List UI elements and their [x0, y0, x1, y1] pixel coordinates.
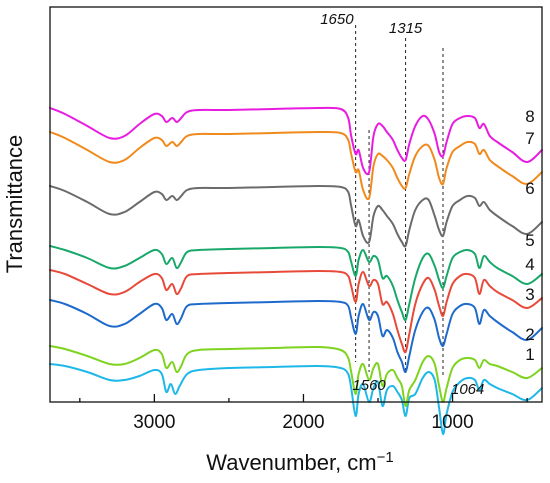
series-line-1 — [49, 363, 543, 436]
x-tick-label-3000: 3000 — [133, 412, 175, 433]
peak-label-1064: 1064 — [451, 381, 484, 398]
peak-label-1560: 1560 — [352, 377, 386, 394]
series-label-1: 1 — [525, 345, 534, 364]
x-axis-title: Wavenumber, cm−1 — [206, 449, 393, 475]
series-label-2: 2 — [525, 325, 534, 344]
x-tick-label-2000: 2000 — [282, 412, 324, 433]
x-axis-tick-labels: 3000 2000 1000 — [133, 412, 473, 433]
x-axis-title-superscript: −1 — [377, 449, 394, 466]
series-label-4: 4 — [525, 255, 534, 274]
series-line-5 — [49, 245, 543, 322]
series-line-6 — [49, 185, 543, 248]
series-line-4 — [49, 269, 543, 354]
series-label-8: 8 — [525, 107, 534, 126]
series-line-3 — [49, 299, 543, 374]
series-line-8 — [49, 106, 543, 176]
series-line-7 — [49, 130, 543, 201]
y-axis-title: Transmittance — [2, 135, 27, 274]
peak-label-1315: 1315 — [389, 20, 423, 37]
series-label-3: 3 — [525, 285, 534, 304]
series-label-7: 7 — [525, 129, 534, 148]
peak-label-1650: 1650 — [320, 11, 354, 28]
series-line-2 — [49, 345, 543, 408]
x-tick-label-1000: 1000 — [431, 412, 473, 433]
plot-frame — [49, 6, 543, 403]
peak-labels: 1650 1560 1315 1064 — [320, 11, 484, 398]
series-curves — [49, 106, 543, 436]
x-axis-ticks — [79, 394, 528, 402]
series-label-5: 5 — [525, 231, 534, 250]
series-label-6: 6 — [525, 179, 534, 198]
reference-lines — [355, 25, 444, 378]
series-labels: 12 3 4 5 6 7 8 — [525, 107, 534, 364]
